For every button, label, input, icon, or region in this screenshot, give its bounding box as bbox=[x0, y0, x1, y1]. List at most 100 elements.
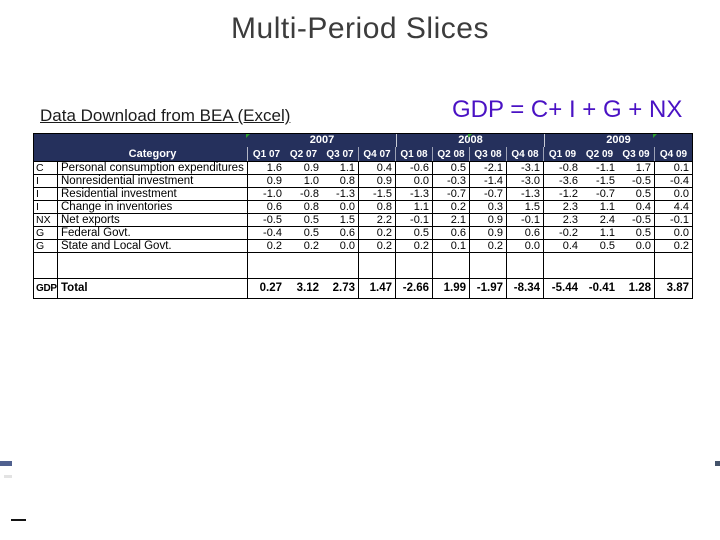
total-value: 3.12 bbox=[296, 282, 319, 294]
cell-value: 0.1 bbox=[673, 162, 689, 174]
gdp-table: 2007 2008 2009 Category Q1 07 Q2 07 Q3 07 Q4 07… bbox=[33, 133, 693, 299]
cell-value: 4.4 bbox=[673, 201, 689, 213]
total-value: -8.34 bbox=[507, 279, 544, 298]
row-category: Personal consumption expenditures bbox=[58, 162, 248, 174]
cell-value: 0.8 bbox=[322, 175, 359, 187]
slide-title: Multi-Period Slices bbox=[231, 12, 489, 45]
cell-value: 1.1 bbox=[599, 201, 615, 213]
footer-faint-dash bbox=[4, 475, 12, 478]
cell-value: 0.5 bbox=[433, 162, 470, 174]
cell-value: 2.3 bbox=[562, 214, 578, 226]
cell-value: 0.6 bbox=[433, 227, 470, 239]
table-row: G Federal Govt. -0.4 0.5 0.6 0.2 0.5 0.6 0.9 0.6-… bbox=[34, 227, 692, 240]
cell-value: -0.5 bbox=[618, 214, 655, 226]
spacer-cell bbox=[322, 253, 359, 278]
quarter-label: Q1 09 bbox=[548, 149, 577, 160]
cell-value: -0.3 bbox=[433, 175, 470, 187]
cell-marker-icon bbox=[653, 134, 657, 138]
quarter-label: Q3 09 bbox=[618, 147, 655, 161]
cell-value: 0.5 bbox=[618, 227, 655, 239]
row-category: State and Local Govt. bbox=[58, 240, 248, 252]
row-code: I bbox=[34, 201, 58, 213]
table-row: NX Net exports -0.5 0.5 1.5 2.2 -0.1 2.1 0.9 -0.1… bbox=[34, 214, 692, 227]
cell-value: 0.0 bbox=[322, 201, 359, 213]
spacer-cell bbox=[507, 253, 544, 278]
cell-value: -1.5 bbox=[596, 175, 615, 187]
cell-value: -1.1 bbox=[596, 162, 615, 174]
cell-value: -0.1 bbox=[507, 214, 544, 226]
footer-right-square bbox=[715, 461, 720, 466]
quarter-label: Q4 07 bbox=[359, 147, 396, 161]
cell-value: -0.8 bbox=[300, 188, 319, 200]
category-header: Category bbox=[58, 147, 248, 161]
cell-value: 0.9 bbox=[470, 214, 507, 226]
quarter-label: Q2 08 bbox=[433, 147, 470, 161]
cell-value: -0.1 bbox=[396, 214, 433, 226]
spacer-cell bbox=[433, 253, 470, 278]
cell-value: -0.5 bbox=[263, 214, 282, 226]
cell-value: -3.6 bbox=[559, 175, 578, 187]
cell-value: 1.7 bbox=[618, 162, 655, 174]
quarter-label: Q2 07 bbox=[289, 149, 318, 160]
cell-value: 0.4 bbox=[618, 201, 655, 213]
cell-value: 0.0 bbox=[673, 188, 689, 200]
cell-value: 0.5 bbox=[303, 227, 319, 239]
spacer-cell bbox=[618, 253, 655, 278]
row-code: I bbox=[34, 175, 58, 187]
cell-value: -1.0 bbox=[263, 188, 282, 200]
spacer-cell bbox=[285, 253, 322, 278]
cell-value: 0.0 bbox=[396, 175, 433, 187]
cell-value: 0.6 bbox=[507, 227, 544, 239]
bea-download-link[interactable]: Data Download from BEA (Excel) bbox=[40, 106, 291, 125]
cell-value: 1.5 bbox=[322, 214, 359, 226]
cell-value: 1.0 bbox=[303, 175, 319, 187]
cell-value: 0.3 bbox=[470, 201, 507, 213]
total-value: 1.47 bbox=[359, 279, 396, 298]
total-value: 1.99 bbox=[433, 279, 470, 298]
spacer-cell bbox=[396, 253, 433, 278]
cell-value: 0.2 bbox=[359, 227, 396, 239]
cell-value: 0.0 bbox=[618, 240, 655, 252]
cell-value: -1.3 bbox=[322, 188, 359, 200]
cell-value: 1.6 bbox=[266, 162, 282, 174]
cell-value: -2.1 bbox=[470, 162, 507, 174]
cell-marker-icon bbox=[468, 134, 472, 138]
cell-value: 0.0 bbox=[507, 240, 544, 252]
row-code: G bbox=[34, 227, 58, 239]
year-header-lead bbox=[34, 134, 248, 147]
cell-value: 0.5 bbox=[599, 240, 615, 252]
footer-accent-dash bbox=[0, 461, 12, 466]
cell-value: -0.4 bbox=[263, 227, 282, 239]
row-category: Net exports bbox=[58, 214, 248, 226]
cell-value: 1.1 bbox=[396, 201, 433, 213]
year-label: 2009 bbox=[544, 134, 692, 147]
cell-value: 0.9 bbox=[266, 175, 282, 187]
cell-value: 0.4 bbox=[359, 162, 396, 174]
total-value: -0.41 bbox=[588, 282, 615, 294]
total-row: GDP Total 0.27 3.12 2.73 1.47 -2.66 1.99 -1.97 -8… bbox=[34, 279, 692, 298]
row-code: G bbox=[34, 240, 58, 252]
spacer-cell bbox=[544, 253, 581, 278]
cell-value: 0.9 bbox=[303, 162, 319, 174]
cell-value: -1.2 bbox=[559, 188, 578, 200]
cell-value: -0.7 bbox=[596, 188, 615, 200]
row-category: Federal Govt. bbox=[58, 227, 248, 239]
spacer-cell bbox=[470, 253, 507, 278]
cell-value: -0.7 bbox=[433, 188, 470, 200]
cell-value: 0.4 bbox=[562, 240, 578, 252]
quarter-label: Q1 07 bbox=[252, 149, 281, 160]
table-row: I Change in inventories 0.6 0.8 0.0 0.8 1.1 0.2… bbox=[34, 201, 692, 214]
total-value: 0.27 bbox=[259, 282, 282, 294]
cell-value: 0.0 bbox=[673, 227, 689, 239]
quarter-header-lead bbox=[34, 147, 58, 161]
cell-value: -0.2 bbox=[559, 227, 578, 239]
spacer-cell bbox=[581, 253, 618, 278]
spacer-category bbox=[58, 253, 248, 278]
cell-value: -0.4 bbox=[670, 175, 689, 187]
spacer-row bbox=[34, 253, 692, 279]
table-row: C Personal consumption expenditures 1.6 0.9… bbox=[34, 162, 692, 175]
cell-value: 1.5 bbox=[507, 201, 544, 213]
cell-value: -0.1 bbox=[670, 214, 689, 226]
spacer-cell bbox=[359, 253, 396, 278]
